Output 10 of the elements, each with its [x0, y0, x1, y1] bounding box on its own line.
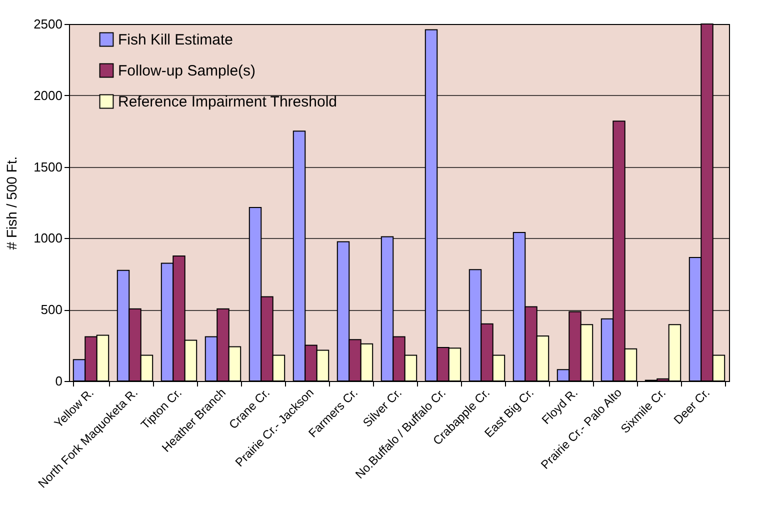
- y-tick-label: 0: [55, 374, 62, 388]
- y-tick-label: 2000: [34, 88, 62, 103]
- y-axis-title: # Fish / 500 Ft.: [4, 156, 20, 250]
- legend-label: Reference Impairment Threshold: [118, 94, 337, 110]
- y-tick-label: 2500: [34, 16, 62, 32]
- legend-label: Fish Kill Estimate: [118, 32, 234, 48]
- y-tick-label: 1000: [34, 230, 62, 246]
- y-tick-label: 1500: [34, 159, 62, 174]
- y-tick-label: 500: [40, 302, 62, 318]
- legend-label: Follow-up Sample(s): [118, 62, 256, 80]
